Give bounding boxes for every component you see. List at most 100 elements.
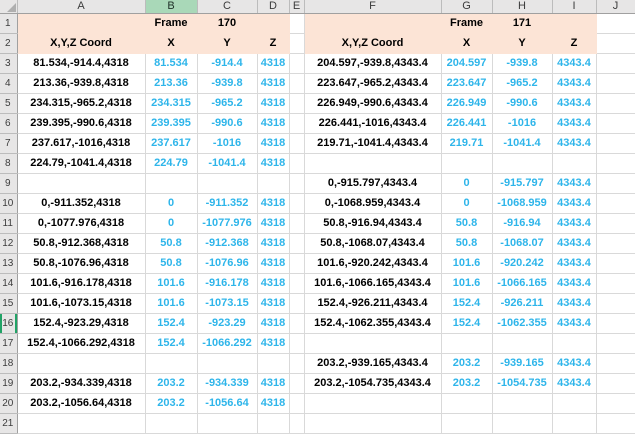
cell-E11[interactable] — [289, 213, 305, 234]
cell-A4[interactable]: 213.36,-939.8,4318 — [17, 73, 146, 94]
cell-E3[interactable] — [289, 53, 305, 74]
cell-J4[interactable] — [596, 73, 635, 94]
cell-E21[interactable] — [289, 413, 305, 434]
cell-E4[interactable] — [289, 73, 305, 94]
cell-A9[interactable] — [17, 173, 146, 194]
cell-H8[interactable] — [492, 153, 553, 174]
cell-F7[interactable]: 219.71,-1041.4,4343.4 — [304, 133, 442, 154]
cell-H5[interactable]: -990.6 — [492, 93, 553, 114]
cell-E14[interactable] — [289, 273, 305, 294]
cell-D20[interactable]: 4318 — [257, 393, 290, 414]
cell-E18[interactable] — [289, 353, 305, 374]
cell-H1[interactable]: 171 — [492, 13, 553, 34]
cell-F11[interactable]: 50.8,-916.94,4343.4 — [304, 213, 442, 234]
cell-C20[interactable]: -1056.64 — [197, 393, 258, 414]
cell-J15[interactable] — [596, 293, 635, 314]
column-header-I[interactable]: I — [552, 0, 597, 14]
cell-F17[interactable] — [304, 333, 442, 354]
cell-E20[interactable] — [289, 393, 305, 414]
column-header-J[interactable]: J — [596, 0, 635, 14]
cell-I18[interactable]: 4343.4 — [552, 353, 597, 374]
cell-B9[interactable] — [145, 173, 198, 194]
row-header-10[interactable]: 10 — [0, 193, 18, 214]
column-header-G[interactable]: G — [441, 0, 493, 14]
cell-H17[interactable] — [492, 333, 553, 354]
cell-H21[interactable] — [492, 413, 553, 434]
cell-D3[interactable]: 4318 — [257, 53, 290, 74]
cell-G10[interactable]: 0 — [441, 193, 493, 214]
row-header-20[interactable]: 20 — [0, 393, 18, 414]
cell-H9[interactable]: -915.797 — [492, 173, 553, 194]
row-header-21[interactable]: 21 — [0, 413, 18, 434]
cell-I16[interactable]: 4343.4 — [552, 313, 597, 334]
cell-J11[interactable] — [596, 213, 635, 234]
column-header-B[interactable]: B — [145, 0, 198, 14]
cell-F6[interactable]: 226.441,-1016,4343.4 — [304, 113, 442, 134]
cell-J16[interactable] — [596, 313, 635, 334]
cell-G18[interactable]: 203.2 — [441, 353, 493, 374]
column-header-C[interactable]: C — [197, 0, 258, 14]
cell-E8[interactable] — [289, 153, 305, 174]
cell-I17[interactable] — [552, 333, 597, 354]
cell-J17[interactable] — [596, 333, 635, 354]
cell-B17[interactable]: 152.4 — [145, 333, 198, 354]
cell-E7[interactable] — [289, 133, 305, 154]
cell-I19[interactable]: 4343.4 — [552, 373, 597, 394]
cell-I11[interactable]: 4343.4 — [552, 213, 597, 234]
cell-G2[interactable]: X — [441, 33, 493, 54]
cell-J14[interactable] — [596, 273, 635, 294]
cell-H13[interactable]: -920.242 — [492, 253, 553, 274]
cell-C2[interactable]: Y — [197, 33, 258, 54]
row-header-18[interactable]: 18 — [0, 353, 18, 374]
cell-D21[interactable] — [257, 413, 290, 434]
cell-H18[interactable]: -939.165 — [492, 353, 553, 374]
cell-J20[interactable] — [596, 393, 635, 414]
cell-G1[interactable]: Frame — [441, 13, 493, 34]
cell-F3[interactable]: 204.597,-939.8,4343.4 — [304, 53, 442, 74]
cell-C10[interactable]: -911.352 — [197, 193, 258, 214]
cell-B3[interactable]: 81.534 — [145, 53, 198, 74]
cell-D2[interactable]: Z — [257, 33, 290, 54]
cell-F10[interactable]: 0,-1068.959,4343.4 — [304, 193, 442, 214]
row-header-11[interactable]: 11 — [0, 213, 18, 234]
cell-J2[interactable] — [596, 33, 635, 54]
cell-I6[interactable]: 4343.4 — [552, 113, 597, 134]
row-header-8[interactable]: 8 — [0, 153, 18, 174]
cell-F12[interactable]: 50.8,-1068.07,4343.4 — [304, 233, 442, 254]
cell-A7[interactable]: 237.617,-1016,4318 — [17, 133, 146, 154]
cell-J9[interactable] — [596, 173, 635, 194]
row-header-12[interactable]: 12 — [0, 233, 18, 254]
cell-A21[interactable] — [17, 413, 146, 434]
cell-D11[interactable]: 4318 — [257, 213, 290, 234]
cell-I14[interactable]: 4343.4 — [552, 273, 597, 294]
cell-B5[interactable]: 234.315 — [145, 93, 198, 114]
cell-C14[interactable]: -916.178 — [197, 273, 258, 294]
cell-C7[interactable]: -1016 — [197, 133, 258, 154]
select-all-corner[interactable] — [0, 0, 18, 14]
cell-C3[interactable]: -914.4 — [197, 53, 258, 74]
cell-E2[interactable] — [289, 33, 305, 54]
row-header-1[interactable]: 1 — [0, 13, 18, 34]
cell-D6[interactable]: 4318 — [257, 113, 290, 134]
cell-F1[interactable] — [304, 13, 442, 34]
cell-B14[interactable]: 101.6 — [145, 273, 198, 294]
row-header-4[interactable]: 4 — [0, 73, 18, 94]
cell-E1[interactable] — [289, 13, 305, 34]
cell-H7[interactable]: -1041.4 — [492, 133, 553, 154]
cell-E9[interactable] — [289, 173, 305, 194]
cell-G5[interactable]: 226.949 — [441, 93, 493, 114]
column-header-E[interactable]: E — [289, 0, 305, 14]
row-header-17[interactable]: 17 — [0, 333, 18, 354]
cell-E17[interactable] — [289, 333, 305, 354]
row-header-9[interactable]: 9 — [0, 173, 18, 194]
cell-B7[interactable]: 237.617 — [145, 133, 198, 154]
cell-A13[interactable]: 50.8,-1076.96,4318 — [17, 253, 146, 274]
cell-F9[interactable]: 0,-915.797,4343.4 — [304, 173, 442, 194]
cell-B19[interactable]: 203.2 — [145, 373, 198, 394]
cell-A11[interactable]: 0,-1077.976,4318 — [17, 213, 146, 234]
cell-I3[interactable]: 4343.4 — [552, 53, 597, 74]
cell-B13[interactable]: 50.8 — [145, 253, 198, 274]
cell-C19[interactable]: -934.339 — [197, 373, 258, 394]
cell-E5[interactable] — [289, 93, 305, 114]
cell-C6[interactable]: -990.6 — [197, 113, 258, 134]
